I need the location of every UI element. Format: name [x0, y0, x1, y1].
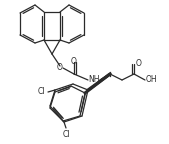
Text: NH: NH: [88, 75, 100, 85]
Text: OH: OH: [146, 75, 158, 85]
Text: Cl: Cl: [62, 130, 70, 139]
Text: O: O: [71, 56, 77, 66]
Text: Cl: Cl: [38, 88, 45, 96]
Text: O: O: [57, 62, 63, 72]
Text: O: O: [136, 58, 142, 68]
